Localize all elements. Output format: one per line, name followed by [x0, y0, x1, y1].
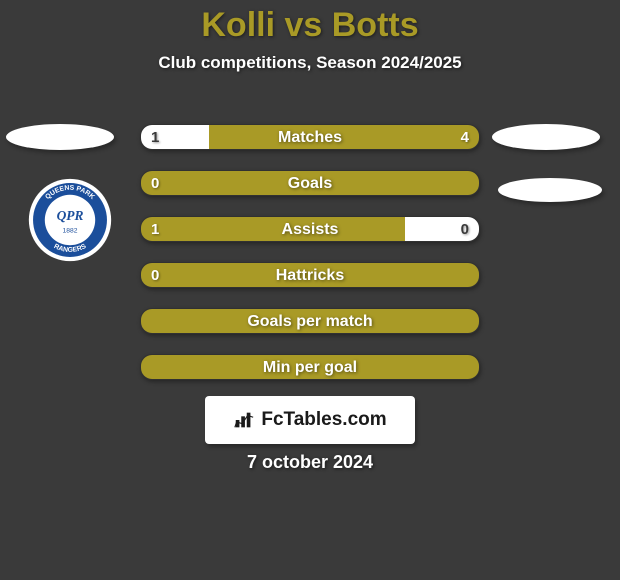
stat-left-value: 0	[141, 175, 169, 192]
comparison-canvas: Kolli vs Botts Club competitions, Season…	[0, 0, 620, 580]
stat-left-value: 0	[141, 267, 169, 284]
stat-left-seg	[141, 355, 479, 379]
stat-row: 0Goals	[140, 170, 480, 196]
page-title: Kolli vs Botts	[0, 0, 620, 45]
club-badge-qpr: QUEENS PARK RANGERS QPR 1882	[28, 178, 112, 262]
stat-right-seg: 0	[405, 217, 479, 241]
stat-row: 14Matches	[140, 124, 480, 150]
stat-left-seg: 0	[141, 171, 479, 195]
generated-date: 7 october 2024	[0, 452, 620, 473]
stat-row: 10Assists	[140, 216, 480, 242]
left-player-badge	[6, 124, 114, 150]
right-player-badge	[492, 124, 600, 150]
stat-right-seg: 4	[209, 125, 479, 149]
svg-text:1882: 1882	[63, 228, 78, 235]
right-player-badge-2	[498, 178, 602, 202]
stat-row: Min per goal	[140, 354, 480, 380]
stat-row: Goals per match	[140, 308, 480, 334]
stat-right-value: 4	[451, 129, 479, 146]
stat-left-seg: 0	[141, 263, 479, 287]
svg-text:QPR: QPR	[57, 208, 84, 223]
stat-left-seg	[141, 309, 479, 333]
stat-left-value: 1	[141, 221, 169, 238]
brand-logo: FcTables.com	[205, 396, 415, 444]
stat-left-value: 1	[141, 129, 169, 146]
brand-chart-icon	[233, 409, 255, 431]
stat-row: 0Hattricks	[140, 262, 480, 288]
brand-text: FcTables.com	[261, 409, 386, 431]
stat-left-seg: 1	[141, 125, 209, 149]
stat-bars: 14Matches0Goals10Assists0HattricksGoals …	[140, 124, 480, 400]
subtitle: Club competitions, Season 2024/2025	[0, 53, 620, 73]
stat-left-seg: 1	[141, 217, 405, 241]
stat-right-value: 0	[451, 221, 479, 238]
